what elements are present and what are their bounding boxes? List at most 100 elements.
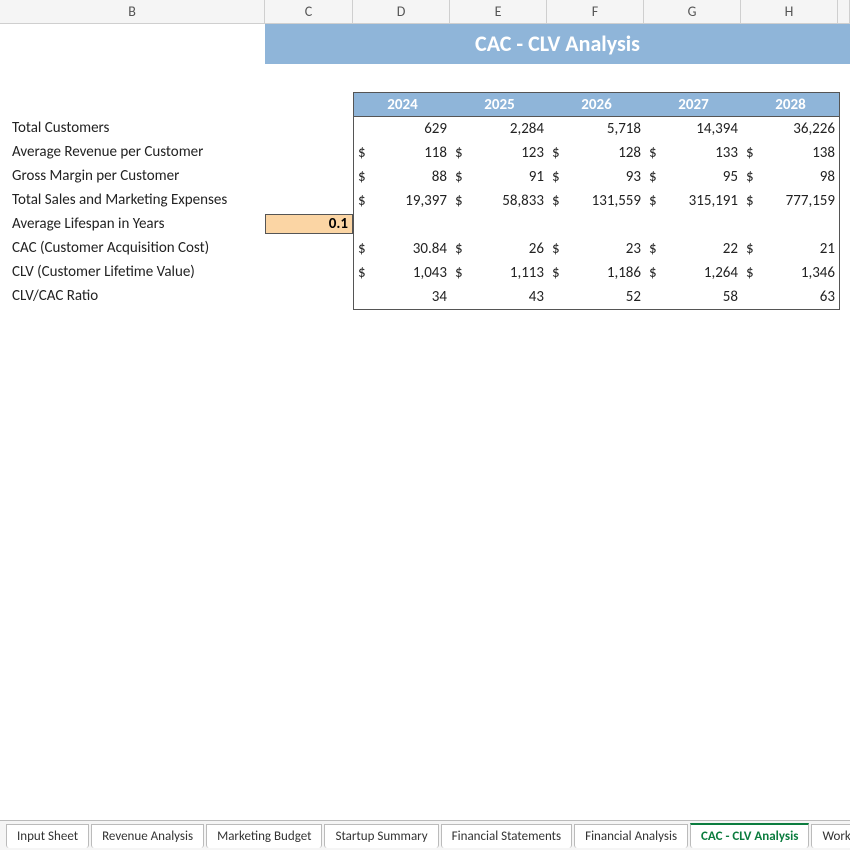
data-cell[interactable]: 629 [354,117,451,141]
data-cell[interactable]: $138 [742,141,839,165]
column-header-F[interactable]: F [547,0,644,23]
currency-symbol: $ [649,144,661,162]
data-cell[interactable]: $133 [645,141,742,165]
cell-value: 118 [370,144,447,162]
cell-value: 2,284 [467,120,544,138]
data-cell[interactable]: $98 [742,165,839,189]
data-cell[interactable]: 43 [451,285,548,309]
cell-value: 52 [564,288,641,306]
data-cell[interactable]: 2,284 [451,117,548,141]
currency-symbol: $ [552,240,564,258]
data-cell[interactable] [742,213,839,237]
cell-value: 1,186 [564,264,641,282]
currency-symbol: $ [358,240,370,258]
cell-value: 133 [661,144,738,162]
data-cell[interactable] [548,213,645,237]
cell-value: 123 [467,144,544,162]
data-cell[interactable]: $118 [354,141,451,165]
spreadsheet: B C D E F G H CAC - CLV Analysis Total C… [0,0,850,850]
data-cell[interactable]: $88 [354,165,451,189]
data-cell[interactable]: $1,043 [354,261,451,285]
banner-left-blank [0,24,265,64]
currency-symbol: $ [746,264,758,282]
data-cell[interactable]: 36,226 [742,117,839,141]
cell-value: 14,394 [661,120,738,138]
data-cell[interactable]: $19,397 [354,189,451,213]
table-row: 3443 52 5863 [354,285,839,309]
data-cell[interactable]: $26 [451,237,548,261]
cell-value: 88 [370,168,447,186]
currency-symbol: $ [552,144,564,162]
currency-symbol: $ [552,168,564,186]
cell-value: 128 [564,144,641,162]
data-cell[interactable] [451,213,548,237]
data-cell[interactable]: $131,559 [548,189,645,213]
data-cell[interactable]: $30.84 [354,237,451,261]
data-cell[interactable] [645,213,742,237]
cell-value: 138 [758,144,835,162]
sheet-tab[interactable]: Marketing Budget [206,824,322,848]
currency-symbol: $ [746,168,758,186]
column-header-H[interactable]: H [741,0,838,23]
data-cell[interactable]: 52 [548,285,645,309]
row-label: Average Revenue per Customer [0,143,265,161]
currency-symbol: $ [358,264,370,282]
data-cell[interactable]: 58 [645,285,742,309]
row-label: Total Customers [0,119,265,137]
column-header-C[interactable]: C [265,0,353,23]
column-header-E[interactable]: E [450,0,547,23]
cell-value: 98 [758,168,835,186]
data-cell[interactable]: $95 [645,165,742,189]
cell-value: 58 [661,288,738,306]
data-cell[interactable]: 14,394 [645,117,742,141]
column-header-pad [838,0,850,23]
column-header-D[interactable]: D [353,0,450,23]
currency-symbol: $ [358,168,370,186]
data-cell[interactable]: $22 [645,237,742,261]
table-row [354,213,839,237]
data-cell[interactable]: $1,264 [645,261,742,285]
data-cell[interactable]: $91 [451,165,548,189]
currency-symbol: $ [649,240,661,258]
column-headers: B C D E F G H [0,0,850,24]
data-cell[interactable]: 5,718 [548,117,645,141]
column-header-G[interactable]: G [644,0,741,23]
cell-value: 30.84 [370,240,447,258]
table-row: $1,043$1,113$1,186$1,264$1,346 [354,261,839,285]
currency-symbol: $ [649,192,661,210]
year-2026: 2026 [548,93,645,116]
data-cell[interactable] [354,213,451,237]
data-cell[interactable]: 34 [354,285,451,309]
sheet-tab[interactable]: Financial Statements [441,824,572,848]
data-cell[interactable]: $315,191 [645,189,742,213]
sheet-tab[interactable]: Input Sheet [6,824,89,848]
row-label: Gross Margin per Customer [0,167,265,185]
data-cell[interactable]: $123 [451,141,548,165]
cell-value: 91 [467,168,544,186]
lifespan-input-cell[interactable]: 0.1 [265,214,353,234]
data-cell[interactable]: $128 [548,141,645,165]
column-header-B[interactable]: B [0,0,265,23]
cell-value: 1,264 [661,264,738,282]
data-cell[interactable]: $23 [548,237,645,261]
data-cell[interactable]: $1,346 [742,261,839,285]
data-cell[interactable]: 63 [742,285,839,309]
sheet-tab[interactable]: CAC - CLV Analysis [690,823,809,848]
data-cell[interactable]: $1,113 [451,261,548,285]
data-cell[interactable]: $93 [548,165,645,189]
cell-value: 93 [564,168,641,186]
year-2027: 2027 [645,93,742,116]
sheet-tab[interactable]: Working [811,824,850,848]
currency-symbol: $ [455,192,467,210]
data-cell[interactable]: $1,186 [548,261,645,285]
data-cell[interactable]: $777,159 [742,189,839,213]
cell-value: 629 [370,120,447,138]
year-2025: 2025 [451,93,548,116]
cell-value: 36,226 [758,120,835,138]
sheet-tab[interactable]: Financial Analysis [574,824,688,848]
data-cell[interactable]: $21 [742,237,839,261]
data-cell[interactable]: $58,833 [451,189,548,213]
table-row: $19,397$58,833$131,559$315,191$777,159 [354,189,839,213]
sheet-tab[interactable]: Startup Summary [324,824,438,848]
sheet-tab[interactable]: Revenue Analysis [91,824,204,848]
